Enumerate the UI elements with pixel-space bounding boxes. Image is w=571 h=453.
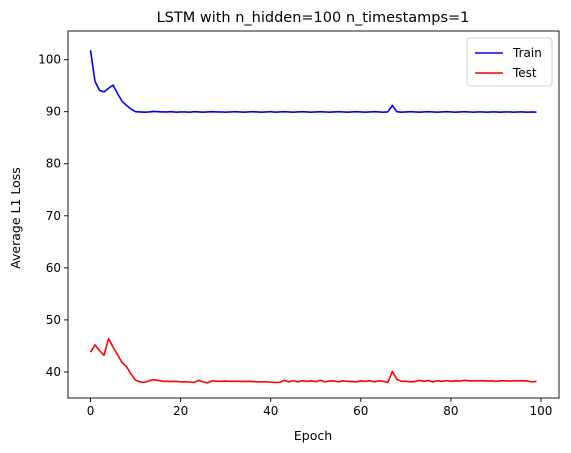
legend-box: [466, 37, 553, 87]
series-line-test: [89, 337, 537, 384]
x-axis-label: Epoch: [294, 428, 332, 443]
y-tick-label: 90: [46, 105, 61, 119]
legend-label-train: Train: [512, 46, 542, 60]
x-tick-label: 80: [443, 404, 458, 418]
y-tick-label: 100: [38, 53, 61, 67]
y-tick-label: 60: [46, 261, 61, 275]
series-line-train: [89, 50, 537, 114]
x-tick-label: 60: [353, 404, 368, 418]
y-tick-label: 50: [46, 313, 61, 327]
chart-title: LSTM with n_hidden=100 n_timestamps=1: [157, 10, 470, 26]
legend: Train Test: [466, 37, 553, 87]
y-tick-label: 80: [46, 157, 61, 171]
y-tick-label: 40: [46, 365, 61, 379]
x-tick-label: 0: [87, 404, 95, 418]
x-tick-label: 40: [263, 404, 278, 418]
x-tick-label: 100: [530, 404, 553, 418]
series-layer: [89, 50, 537, 384]
plot-frame: [67, 30, 560, 399]
y-axis-label: Average L1 Loss: [8, 167, 23, 269]
legend-label-test: Test: [512, 66, 537, 80]
y-tick-label: 70: [46, 209, 61, 223]
x-tick-label: 20: [173, 404, 188, 418]
axes-layer: 0 20 40 60 80 100 40 50 60 70 80 90 100: [38, 30, 560, 418]
